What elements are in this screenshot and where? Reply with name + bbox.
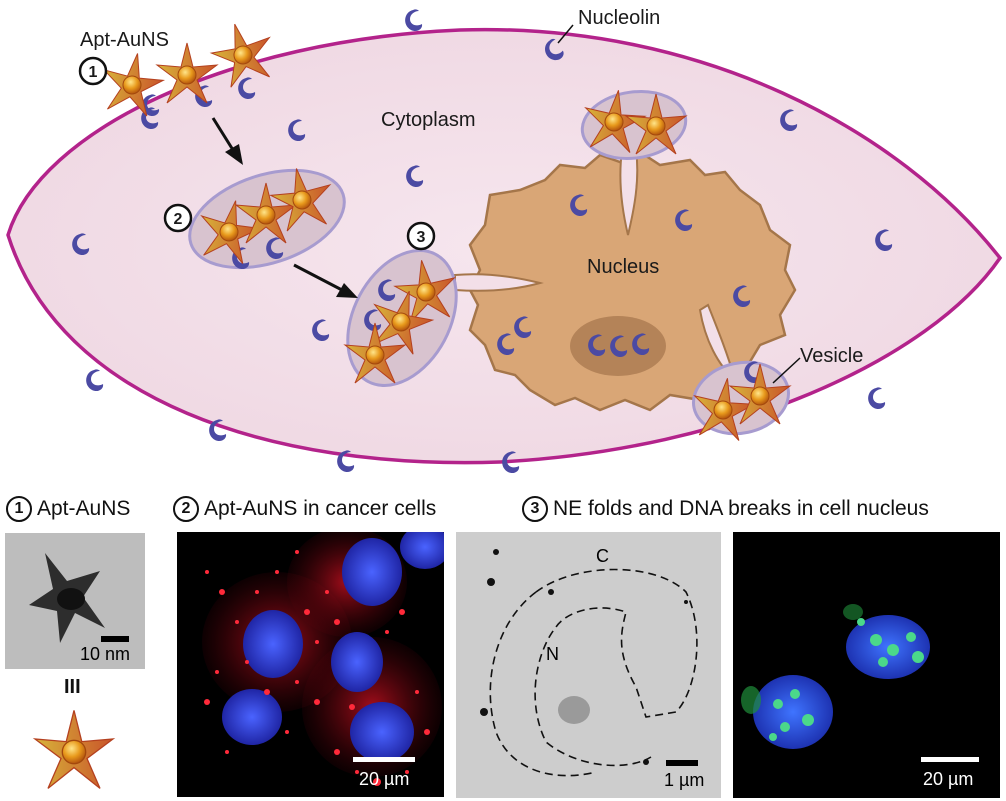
auns-schematic-icon xyxy=(34,709,114,790)
panel3-tem-scale-label: 1 µm xyxy=(664,770,705,790)
panel3-caption: 3 NE folds and DNA breaks in cell nucleu… xyxy=(522,496,929,522)
panel1-step: 1 xyxy=(6,496,32,522)
panel1-title: Apt-AuNS xyxy=(37,497,131,520)
vesicle-top xyxy=(579,85,688,160)
fluorescence-render xyxy=(733,532,1000,798)
label-cytoplasm: Cytoplasm xyxy=(381,109,475,131)
confocal-cancer-cells-image: 20 µm xyxy=(177,532,444,797)
panel3-title: NE folds and DNA breaks in cell nucleus xyxy=(553,497,929,520)
svg-text:3: 3 xyxy=(417,229,426,246)
label-nucleolin: Nucleolin xyxy=(578,7,660,29)
svg-text:2: 2 xyxy=(174,211,183,228)
panel3-step: 3 xyxy=(522,496,548,522)
panel2-step: 2 xyxy=(173,496,199,522)
fluorescence-nucleus-image: 20 µm xyxy=(733,532,1000,798)
step-circle-3: 3 xyxy=(406,221,436,251)
label-nucleus: Nucleus xyxy=(587,256,659,278)
svg-text:1: 1 xyxy=(89,64,98,81)
panel2-title: Apt-AuNS in cancer cells xyxy=(204,497,437,520)
flow-arrows xyxy=(211,117,358,298)
auns-particle-icon xyxy=(5,533,145,669)
panel2-scale-label: 20 µm xyxy=(359,769,410,789)
tem-label-n: N xyxy=(546,644,559,664)
vesicle-step3 xyxy=(344,249,461,387)
equivalence-sign: III xyxy=(64,676,81,698)
vesicle-leader xyxy=(772,357,801,384)
step-circle-1: 1 xyxy=(78,56,108,86)
panel3-fluor-scale-label: 20 µm xyxy=(923,769,974,789)
ne-fold-top xyxy=(619,149,639,236)
panel2-caption: 2 Apt-AuNS in cancer cells xyxy=(173,496,436,522)
step-circle-2: 2 xyxy=(163,203,193,233)
ne-fold-left xyxy=(454,273,544,292)
vesicle-bottom xyxy=(688,360,791,443)
tem-render xyxy=(456,532,721,798)
label-apt-auns: Apt-AuNS xyxy=(80,29,169,51)
tem-nucleus-image: C N 1 µm xyxy=(456,532,721,798)
vesicle-step2 xyxy=(188,162,346,270)
panel1-caption: 1 Apt-AuNS xyxy=(6,496,130,522)
panel1-scale-label: 10 nm xyxy=(80,644,131,664)
label-vesicle: Vesicle xyxy=(800,345,863,367)
tem-auns-image: 10 nm xyxy=(5,533,145,669)
confocal-render xyxy=(177,532,444,797)
nucleolus xyxy=(570,316,666,376)
tem-label-c: C xyxy=(596,546,609,566)
nucleolin-leader xyxy=(557,24,574,44)
